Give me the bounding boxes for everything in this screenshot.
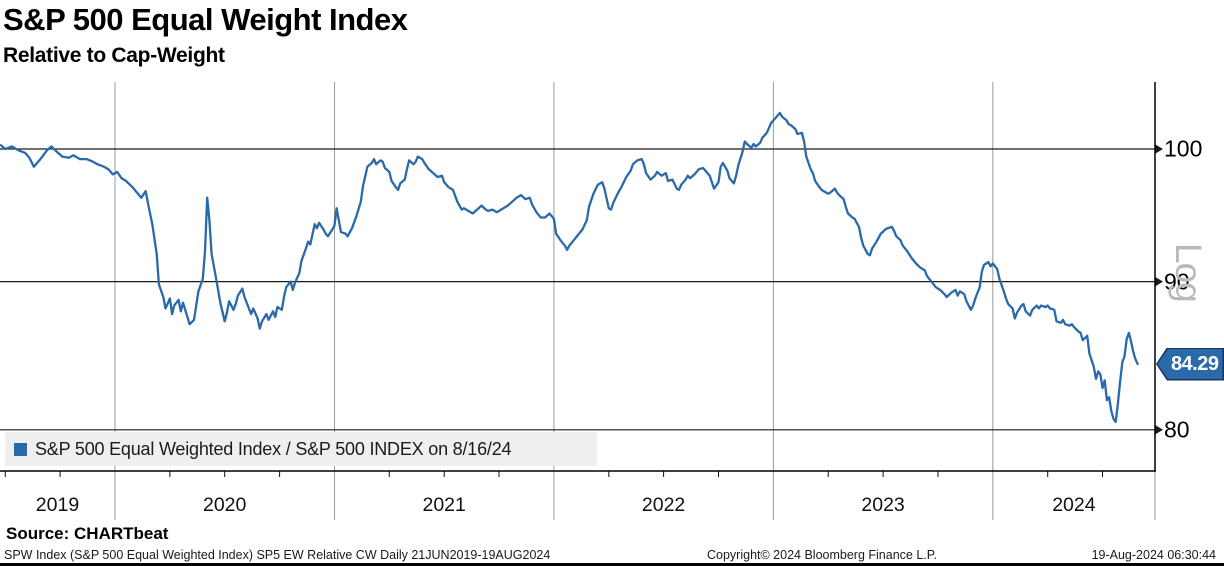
x-axis-label-2021: 2021 [422,494,466,516]
x-axis-label-2023: 2023 [861,494,905,516]
x-axis-label-2022: 2022 [641,494,686,516]
x-axis-label-2020: 2020 [202,494,247,516]
legend[interactable]: S&P 500 Equal Weighted Index / S&P 500 I… [5,432,597,466]
chart-canvas[interactable] [0,82,1224,520]
copyright-text: Copyright© 2024 Bloomberg Finance L.P. [707,548,937,562]
series-descriptor: SPW Index (S&P 500 Equal Weighted Index)… [4,548,551,562]
x-axis-label-2024: 2024 [1052,494,1096,516]
timestamp: 19-Aug-2024 06:30:44 [1091,548,1216,562]
bottom-border [0,563,1224,566]
source-line: Source: CHARTbeat [6,524,169,543]
last-price-value: 84.29 [1157,349,1223,379]
legend-swatch-icon [14,442,27,456]
log-scale-label: Log [1168,243,1209,302]
y-axis-label-90: 90 [1164,268,1190,295]
last-price-tag: 84.29 [1156,347,1224,381]
x-axis-label-2019: 2019 [35,494,80,516]
chart-plot-area[interactable]: 100 90 80 Log 84.29 S&P 500 Equal Weighted… [0,82,1224,520]
page-title: S&P 500 Equal Weight Index [3,2,408,37]
page-subtitle: Relative to Cap-Weight [3,44,225,67]
y-axis-label-80: 80 [1164,416,1190,443]
y-axis-label-100: 100 [1164,135,1203,162]
legend-label: S&P 500 Equal Weighted Index / S&P 500 I… [35,438,512,459]
